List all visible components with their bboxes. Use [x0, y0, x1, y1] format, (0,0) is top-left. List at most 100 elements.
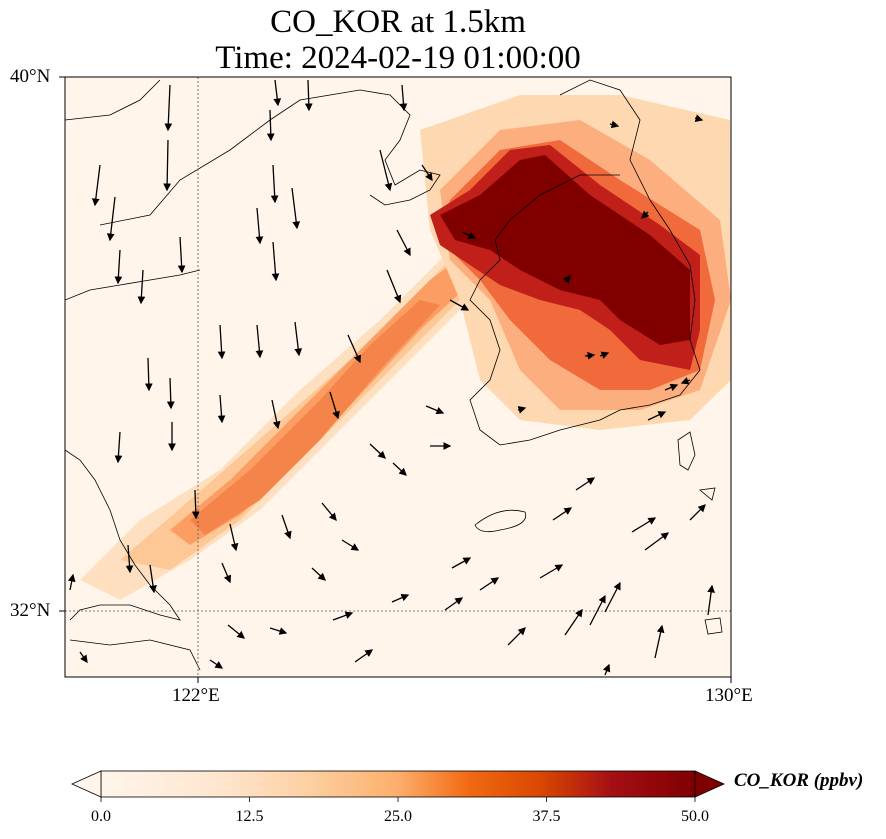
wind-arrow	[221, 562, 232, 584]
wind-arrow	[399, 84, 408, 112]
wind-arrow	[67, 573, 76, 591]
plume-hotspot	[420, 95, 731, 430]
map-frame	[64, 76, 732, 678]
wind-arrow	[114, 431, 123, 464]
wind-arrow	[149, 564, 157, 594]
wind-arrow	[694, 114, 704, 122]
wind-arrow	[269, 627, 288, 635]
chart-title: CO_KOR at 1.5km	[270, 4, 526, 40]
wind-arrow	[539, 564, 564, 579]
wind-arrow	[664, 383, 679, 392]
wind-arrow	[217, 394, 226, 424]
colorbar-tick-label: 0.0	[91, 808, 111, 825]
wind-arrow	[425, 405, 445, 415]
axis-ticks	[59, 76, 732, 683]
wind-arrow	[641, 210, 650, 219]
wind-arrow	[106, 196, 116, 242]
wind-arrow	[647, 411, 667, 421]
wind-arrow	[386, 269, 402, 304]
colorbar-tick-label: 50.0	[681, 808, 709, 825]
wind-arrow	[227, 624, 246, 639]
wind-arrow	[680, 377, 691, 385]
wind-arrow	[599, 351, 610, 359]
y-tick-label: 32°N	[10, 600, 51, 621]
wind-arrow	[562, 275, 571, 284]
wind-arrow	[125, 544, 134, 574]
wind-arrow	[444, 597, 464, 611]
wind-arrow	[255, 207, 264, 245]
wind-arrow	[341, 539, 360, 551]
wind-arrow	[604, 581, 621, 613]
x-tick-label: 130°E	[705, 685, 753, 706]
wind-arrow	[507, 627, 526, 646]
wind-arrow	[191, 489, 200, 520]
wind-arrow	[266, 109, 275, 142]
wind-arrow	[517, 406, 527, 414]
wind-arrow	[294, 321, 303, 357]
wind-arrow	[609, 120, 620, 129]
colorbar-tick-label: 25.0	[384, 808, 412, 825]
colorbar-extend-max	[694, 770, 725, 798]
wind-arrow	[391, 594, 410, 603]
wind-arrow	[461, 231, 477, 239]
colorbar	[71, 770, 725, 802]
colorbar-tick-label: 12.5	[235, 808, 264, 825]
wind-arrow	[164, 84, 173, 132]
map-area	[65, 77, 731, 677]
wind-arrow	[564, 608, 583, 636]
wind-arrow	[602, 663, 611, 676]
wind-arrow	[451, 557, 472, 569]
wind-arrow	[144, 357, 153, 392]
wind-arrow	[552, 507, 573, 521]
wind-arrow	[354, 649, 374, 663]
wind-vectors	[67, 79, 715, 676]
wind-arrow	[329, 391, 340, 420]
colorbar-gradient	[100, 770, 696, 798]
wind-arrow	[654, 624, 665, 659]
wind-arrow	[229, 523, 239, 552]
wind-arrow	[479, 577, 500, 591]
plume-band	[80, 180, 560, 600]
colorbar-label: CO_KOR (ppbv)	[734, 770, 864, 791]
wind-arrow	[396, 229, 411, 257]
wind-arrow	[575, 477, 596, 491]
wind-arrow	[311, 567, 326, 581]
wind-arrow	[281, 514, 292, 540]
chart-subtitle: Time: 2024-02-19 01:00:00	[215, 40, 581, 76]
wind-arrow	[271, 399, 281, 430]
wind-arrow	[271, 241, 280, 282]
wind-arrow	[644, 532, 670, 551]
wind-arrow	[707, 584, 715, 616]
wind-arrow	[217, 324, 226, 360]
wind-arrow	[273, 79, 282, 107]
wind-arrow	[689, 504, 706, 521]
gridlines	[65, 77, 731, 677]
wind-arrow	[79, 651, 88, 664]
wind-arrow	[137, 269, 146, 305]
wind-arrow	[421, 164, 433, 182]
wind-arrow	[255, 324, 264, 359]
wind-arrow	[332, 611, 354, 621]
wind-arrow	[177, 236, 186, 274]
wind-arrow	[631, 517, 657, 533]
wind-arrow	[163, 139, 172, 192]
wind-arrow	[449, 299, 470, 311]
wind-arrow	[304, 79, 313, 112]
wind-arrow	[347, 334, 361, 364]
coastlines	[65, 79, 723, 671]
wind-arrow	[291, 187, 301, 230]
y-tick-label: 40°N	[10, 66, 51, 87]
wind-arrow	[209, 659, 224, 669]
wind-arrow	[114, 249, 123, 285]
wind-arrow	[379, 149, 393, 192]
wind-arrow	[166, 377, 175, 410]
wind-arrow	[91, 164, 101, 207]
wind-arrow	[392, 462, 407, 476]
wind-arrow	[270, 164, 279, 204]
wind-arrow	[584, 351, 596, 360]
colorbar-tick-label: 37.5	[532, 808, 561, 825]
wind-arrow	[369, 443, 386, 459]
colorbar-extend-min	[71, 770, 102, 798]
wind-arrow	[589, 594, 606, 626]
